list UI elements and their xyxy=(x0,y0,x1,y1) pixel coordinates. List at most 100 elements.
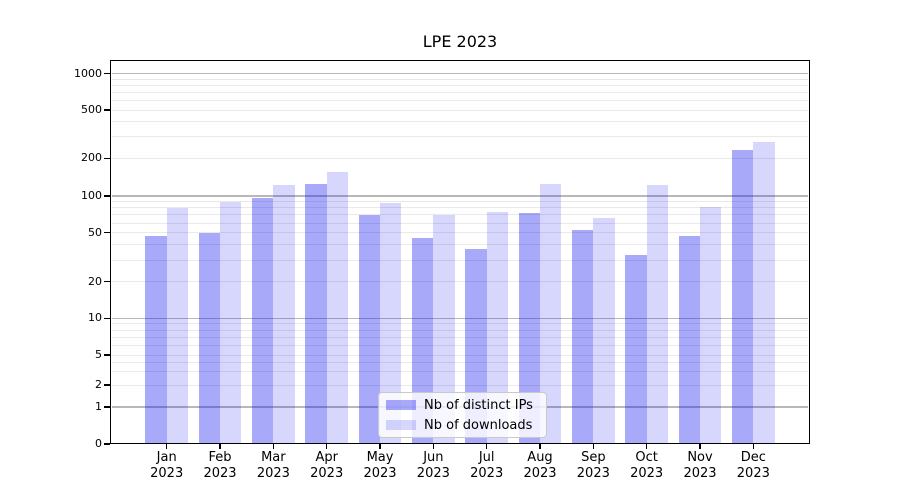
x-tick-label-mar-2023: Mar 2023 xyxy=(256,450,290,481)
y-tick-0 xyxy=(104,443,110,445)
bar-nb-of-distinct-ips-oct-2023 xyxy=(625,254,647,444)
y-tick-10 xyxy=(104,317,110,319)
gridline-minor-2 xyxy=(112,384,808,386)
gridline-major-100 xyxy=(112,195,808,197)
gridline-minor-3 xyxy=(112,371,808,373)
y-tick-label-20: 20 xyxy=(88,274,102,288)
gridline-minor-90 xyxy=(112,201,808,203)
gridline-minor-80 xyxy=(112,207,808,209)
x-tick-label-sep-2023: Sep 2023 xyxy=(576,450,610,481)
x-tick-label-apr-2023: Apr 2023 xyxy=(310,450,344,481)
bar-nb-of-distinct-ips-feb-2023 xyxy=(198,232,221,444)
bar-nb-of-downloads-apr-2023 xyxy=(326,172,348,444)
x-tick-label-jul-2023: Jul 2023 xyxy=(470,450,504,481)
y-tick-label-200: 200 xyxy=(81,151,102,165)
gridline-minor-300 xyxy=(112,136,808,138)
x-tick-dec-2023 xyxy=(752,444,755,449)
x-tick-mar-2023 xyxy=(272,444,275,449)
bar-nb-of-downloads-feb-2023 xyxy=(220,202,242,444)
bar-nb-of-downloads-may-2023 xyxy=(380,203,402,444)
legend: Nb of distinct IPs Nb of downloads xyxy=(378,392,547,438)
legend-swatch-distinct-ips xyxy=(386,400,416,410)
gridline-minor-40 xyxy=(112,244,808,246)
legend-swatch-downloads xyxy=(386,420,416,430)
x-tick-feb-2023 xyxy=(219,444,221,449)
chart-title: LPE 2023 xyxy=(422,32,498,51)
bar-nb-of-downloads-jun-2023 xyxy=(433,214,455,444)
y-tick-label-10: 10 xyxy=(88,311,102,325)
x-tick-aug-2023 xyxy=(539,444,541,449)
legend-label-distinct-ips: Nb of distinct IPs xyxy=(424,397,533,413)
gridline-minor-7 xyxy=(112,336,808,338)
gridline-minor-30 xyxy=(112,259,808,261)
x-tick-label-jun-2023: Jun 2023 xyxy=(416,450,450,481)
x-tick-oct-2023 xyxy=(645,444,648,449)
gridline-minor-600 xyxy=(112,99,808,101)
y-tick-label-50: 50 xyxy=(88,225,102,239)
legend-item-downloads: Nb of downloads xyxy=(386,417,539,433)
gridline-minor-9 xyxy=(112,323,808,325)
bar-nb-of-distinct-ips-apr-2023 xyxy=(305,183,327,444)
x-tick-jan-2023 xyxy=(166,444,168,449)
y-tick-100 xyxy=(104,195,110,197)
gridline-major-1000 xyxy=(112,72,808,75)
y-tick-2 xyxy=(104,384,110,386)
x-tick-sep-2023 xyxy=(592,444,595,449)
y-tick-label-1: 1 xyxy=(95,400,102,413)
y-tick-200 xyxy=(104,157,110,159)
y-tick-5 xyxy=(104,354,110,356)
y-tick-50 xyxy=(104,232,110,234)
bar-nb-of-downloads-nov-2023 xyxy=(700,206,722,444)
legend-label-downloads: Nb of downloads xyxy=(424,417,533,433)
y-tick-label-1000: 1000 xyxy=(74,66,102,80)
bar-nb-of-distinct-ips-aug-2023 xyxy=(518,213,540,444)
x-tick-label-jan-2023: Jan 2023 xyxy=(150,450,184,481)
y-tick-label-500: 500 xyxy=(81,103,102,116)
bar-nb-of-downloads-mar-2023 xyxy=(273,185,295,444)
x-tick-label-dec-2023: Dec 2023 xyxy=(736,450,770,481)
bar-nb-of-distinct-ips-sep-2023 xyxy=(572,229,594,444)
gridline-minor-20 xyxy=(112,281,808,283)
gridline-minor-8 xyxy=(112,329,808,331)
gridline-minor-50 xyxy=(112,232,808,234)
bar-nb-of-downloads-dec-2023 xyxy=(753,141,775,444)
gridline-minor-200 xyxy=(112,157,808,159)
x-tick-may-2023 xyxy=(379,444,381,449)
x-tick-label-may-2023: May 2023 xyxy=(363,450,397,481)
x-tick-apr-2023 xyxy=(325,444,328,449)
gridline-minor-800 xyxy=(112,84,808,86)
gridline-minor-500 xyxy=(112,109,808,111)
gridline-minor-900 xyxy=(112,78,808,80)
bar-nb-of-downloads-jul-2023 xyxy=(486,211,508,444)
y-tick-1 xyxy=(104,406,110,408)
y-tick-label-2: 2 xyxy=(95,378,102,391)
gridline-minor-6 xyxy=(112,344,808,346)
bar-nb-of-distinct-ips-mar-2023 xyxy=(252,198,274,444)
x-tick-jun-2023 xyxy=(432,444,435,449)
gridline-minor-400 xyxy=(112,121,808,123)
y-tick-500 xyxy=(104,109,110,111)
bar-nb-of-downloads-aug-2023 xyxy=(540,183,562,444)
x-tick-jul-2023 xyxy=(485,444,488,449)
x-tick-nov-2023 xyxy=(699,444,701,449)
gridline-minor-70 xyxy=(112,214,808,216)
gridline-minor-5 xyxy=(112,354,808,356)
bar-nb-of-distinct-ips-nov-2023 xyxy=(678,236,700,444)
gridline-minor-60 xyxy=(112,222,808,224)
bar-nb-of-downloads-oct-2023 xyxy=(646,185,668,444)
y-tick-label-0: 0 xyxy=(95,437,102,450)
x-tick-label-feb-2023: Feb 2023 xyxy=(203,450,237,481)
bar-nb-of-distinct-ips-may-2023 xyxy=(358,214,381,444)
x-tick-label-oct-2023: Oct 2023 xyxy=(630,450,664,481)
gridline-minor-4 xyxy=(112,361,808,363)
x-tick-label-nov-2023: Nov 2023 xyxy=(683,450,717,481)
y-tick-label-5: 5 xyxy=(95,348,102,361)
bar-nb-of-distinct-ips-dec-2023 xyxy=(732,150,754,444)
bar-nb-of-downloads-jan-2023 xyxy=(166,207,188,444)
legend-item-distinct-ips: Nb of distinct IPs xyxy=(386,397,539,413)
bar-nb-of-distinct-ips-jan-2023 xyxy=(145,236,167,444)
y-tick-20 xyxy=(104,281,110,283)
y-tick-label-100: 100 xyxy=(81,189,102,202)
y-tick-1000 xyxy=(104,72,110,75)
